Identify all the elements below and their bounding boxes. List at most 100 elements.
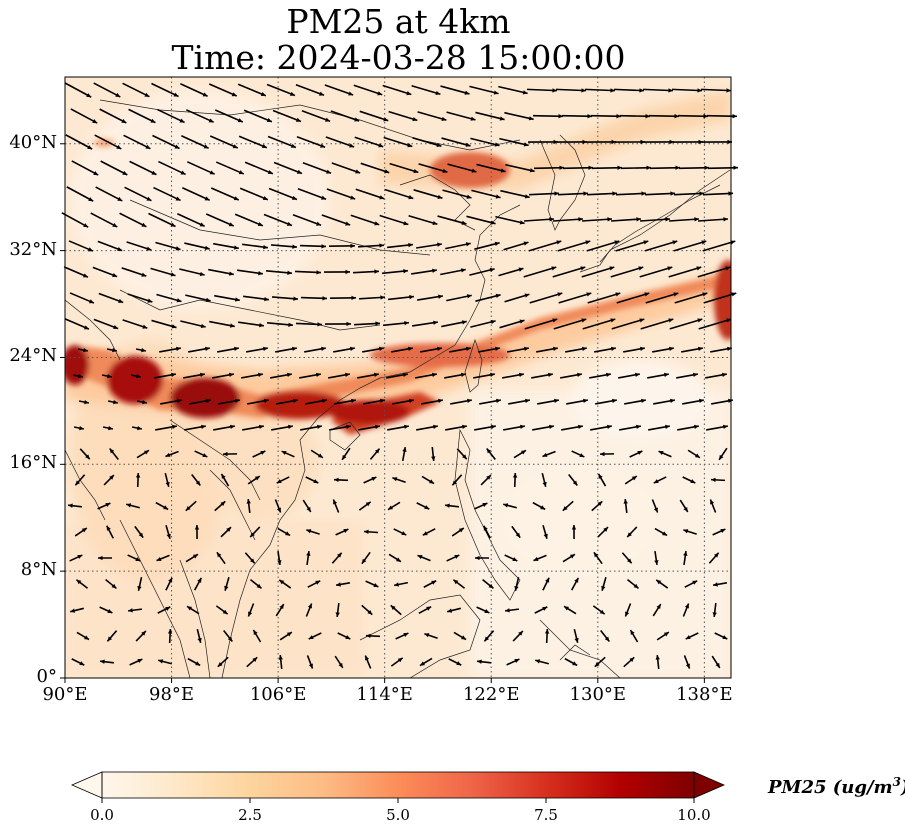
wind-arrow — [363, 398, 385, 405]
wind-arrow — [361, 551, 371, 565]
wind-arrow — [382, 320, 410, 327]
wind-arrow — [179, 268, 205, 277]
wind-arrow — [281, 450, 295, 458]
wind-arrow — [275, 603, 285, 617]
wind-arrow — [185, 500, 197, 512]
wind-arrow — [71, 658, 85, 666]
wind-arrow — [126, 241, 152, 251]
wind-arrow — [157, 108, 185, 124]
wind-arrow — [451, 527, 465, 537]
wind-arrow — [532, 501, 546, 511]
wind-arrow — [640, 318, 674, 330]
wind-arrow — [413, 189, 443, 200]
wind-arrow — [614, 139, 646, 145]
wind-arrow — [533, 165, 565, 170]
wind-arrow — [106, 347, 118, 353]
wind-arrow — [302, 499, 312, 513]
wind-arrow — [587, 292, 621, 304]
wind-arrow — [328, 372, 350, 379]
wind-arrow — [215, 161, 245, 175]
wind-arrow — [271, 424, 293, 431]
wind-arrow — [136, 399, 148, 405]
wind-arrow — [503, 424, 525, 431]
wind-arrow — [714, 632, 728, 640]
wind-arrow — [355, 188, 385, 200]
wind-arrow — [449, 346, 471, 353]
colorbar — [70, 771, 726, 799]
wind-arrow — [72, 373, 84, 379]
wind-arrow — [652, 603, 662, 617]
wind-arrow — [165, 577, 173, 591]
wind-arrow — [95, 186, 123, 202]
wind-arrow — [310, 449, 324, 459]
wind-arrow — [78, 399, 90, 405]
wind-arrow — [683, 529, 697, 535]
wind-arrow — [241, 372, 263, 379]
wind-arrow — [700, 88, 732, 93]
wind-arrow — [387, 424, 409, 431]
wind-arrow — [651, 499, 659, 513]
wind-arrow — [129, 658, 143, 666]
wind-arrow — [294, 270, 322, 275]
wind-arrow — [469, 85, 499, 95]
wind-arrow — [136, 449, 150, 459]
wind-arrow — [644, 191, 676, 196]
wind-arrow — [332, 499, 340, 513]
wind-arrow — [475, 293, 501, 302]
wind-arrow — [246, 656, 258, 668]
wind-arrow — [531, 372, 553, 379]
wind-arrow — [119, 212, 147, 228]
y-tick-label: 32°N — [9, 238, 57, 260]
wind-arrow — [711, 655, 721, 669]
wind-arrow — [558, 292, 592, 304]
wind-arrow — [446, 111, 476, 121]
wind-arrow — [412, 320, 438, 327]
wind-arrow — [401, 446, 407, 462]
wind-arrow — [90, 212, 118, 228]
wind-arrow — [222, 451, 238, 457]
wind-arrow — [103, 474, 115, 486]
wind-arrow — [148, 212, 176, 228]
wind-arrow — [615, 240, 649, 252]
wind-arrow — [353, 321, 381, 326]
wind-arrow — [447, 607, 461, 613]
wind-arrow — [495, 215, 525, 225]
wind-arrow — [335, 602, 340, 618]
wind-arrow — [109, 447, 119, 461]
wind-arrow — [182, 187, 210, 201]
wind-arrow — [186, 109, 214, 123]
wind-arrow — [624, 475, 638, 485]
wind-arrow — [270, 372, 292, 379]
wind-arrow — [619, 424, 641, 431]
wind-arrow — [363, 476, 377, 484]
wind-arrow — [388, 110, 418, 122]
wind-arrow — [610, 217, 642, 222]
wind-arrow — [249, 579, 263, 589]
wind-arrow — [479, 398, 501, 405]
wind-arrow — [350, 214, 380, 226]
map-title: PM25 at 4km — [286, 2, 511, 41]
wind-arrow — [392, 476, 406, 484]
wind-arrow — [247, 475, 261, 485]
wind-arrow — [674, 292, 708, 304]
wind-arrow — [249, 526, 261, 538]
wind-arrow — [537, 398, 559, 405]
wind-arrow — [642, 88, 674, 93]
wind-arrow — [361, 604, 373, 616]
wind-arrow — [697, 266, 731, 278]
wind-arrow — [352, 269, 380, 274]
wind-arrow — [205, 213, 235, 227]
wind-arrow — [69, 554, 83, 562]
wind-arrow — [542, 525, 548, 539]
wind-arrow — [275, 346, 297, 353]
wind-arrow — [623, 656, 635, 668]
wind-arrow — [292, 213, 322, 227]
wind-arrow — [447, 163, 477, 173]
wind-arrow — [585, 139, 617, 145]
wind-arrow — [506, 658, 520, 666]
wind-arrow — [324, 321, 352, 327]
wind-arrow — [474, 424, 496, 431]
wind-arrow — [305, 398, 327, 405]
wind-arrow — [274, 499, 282, 513]
